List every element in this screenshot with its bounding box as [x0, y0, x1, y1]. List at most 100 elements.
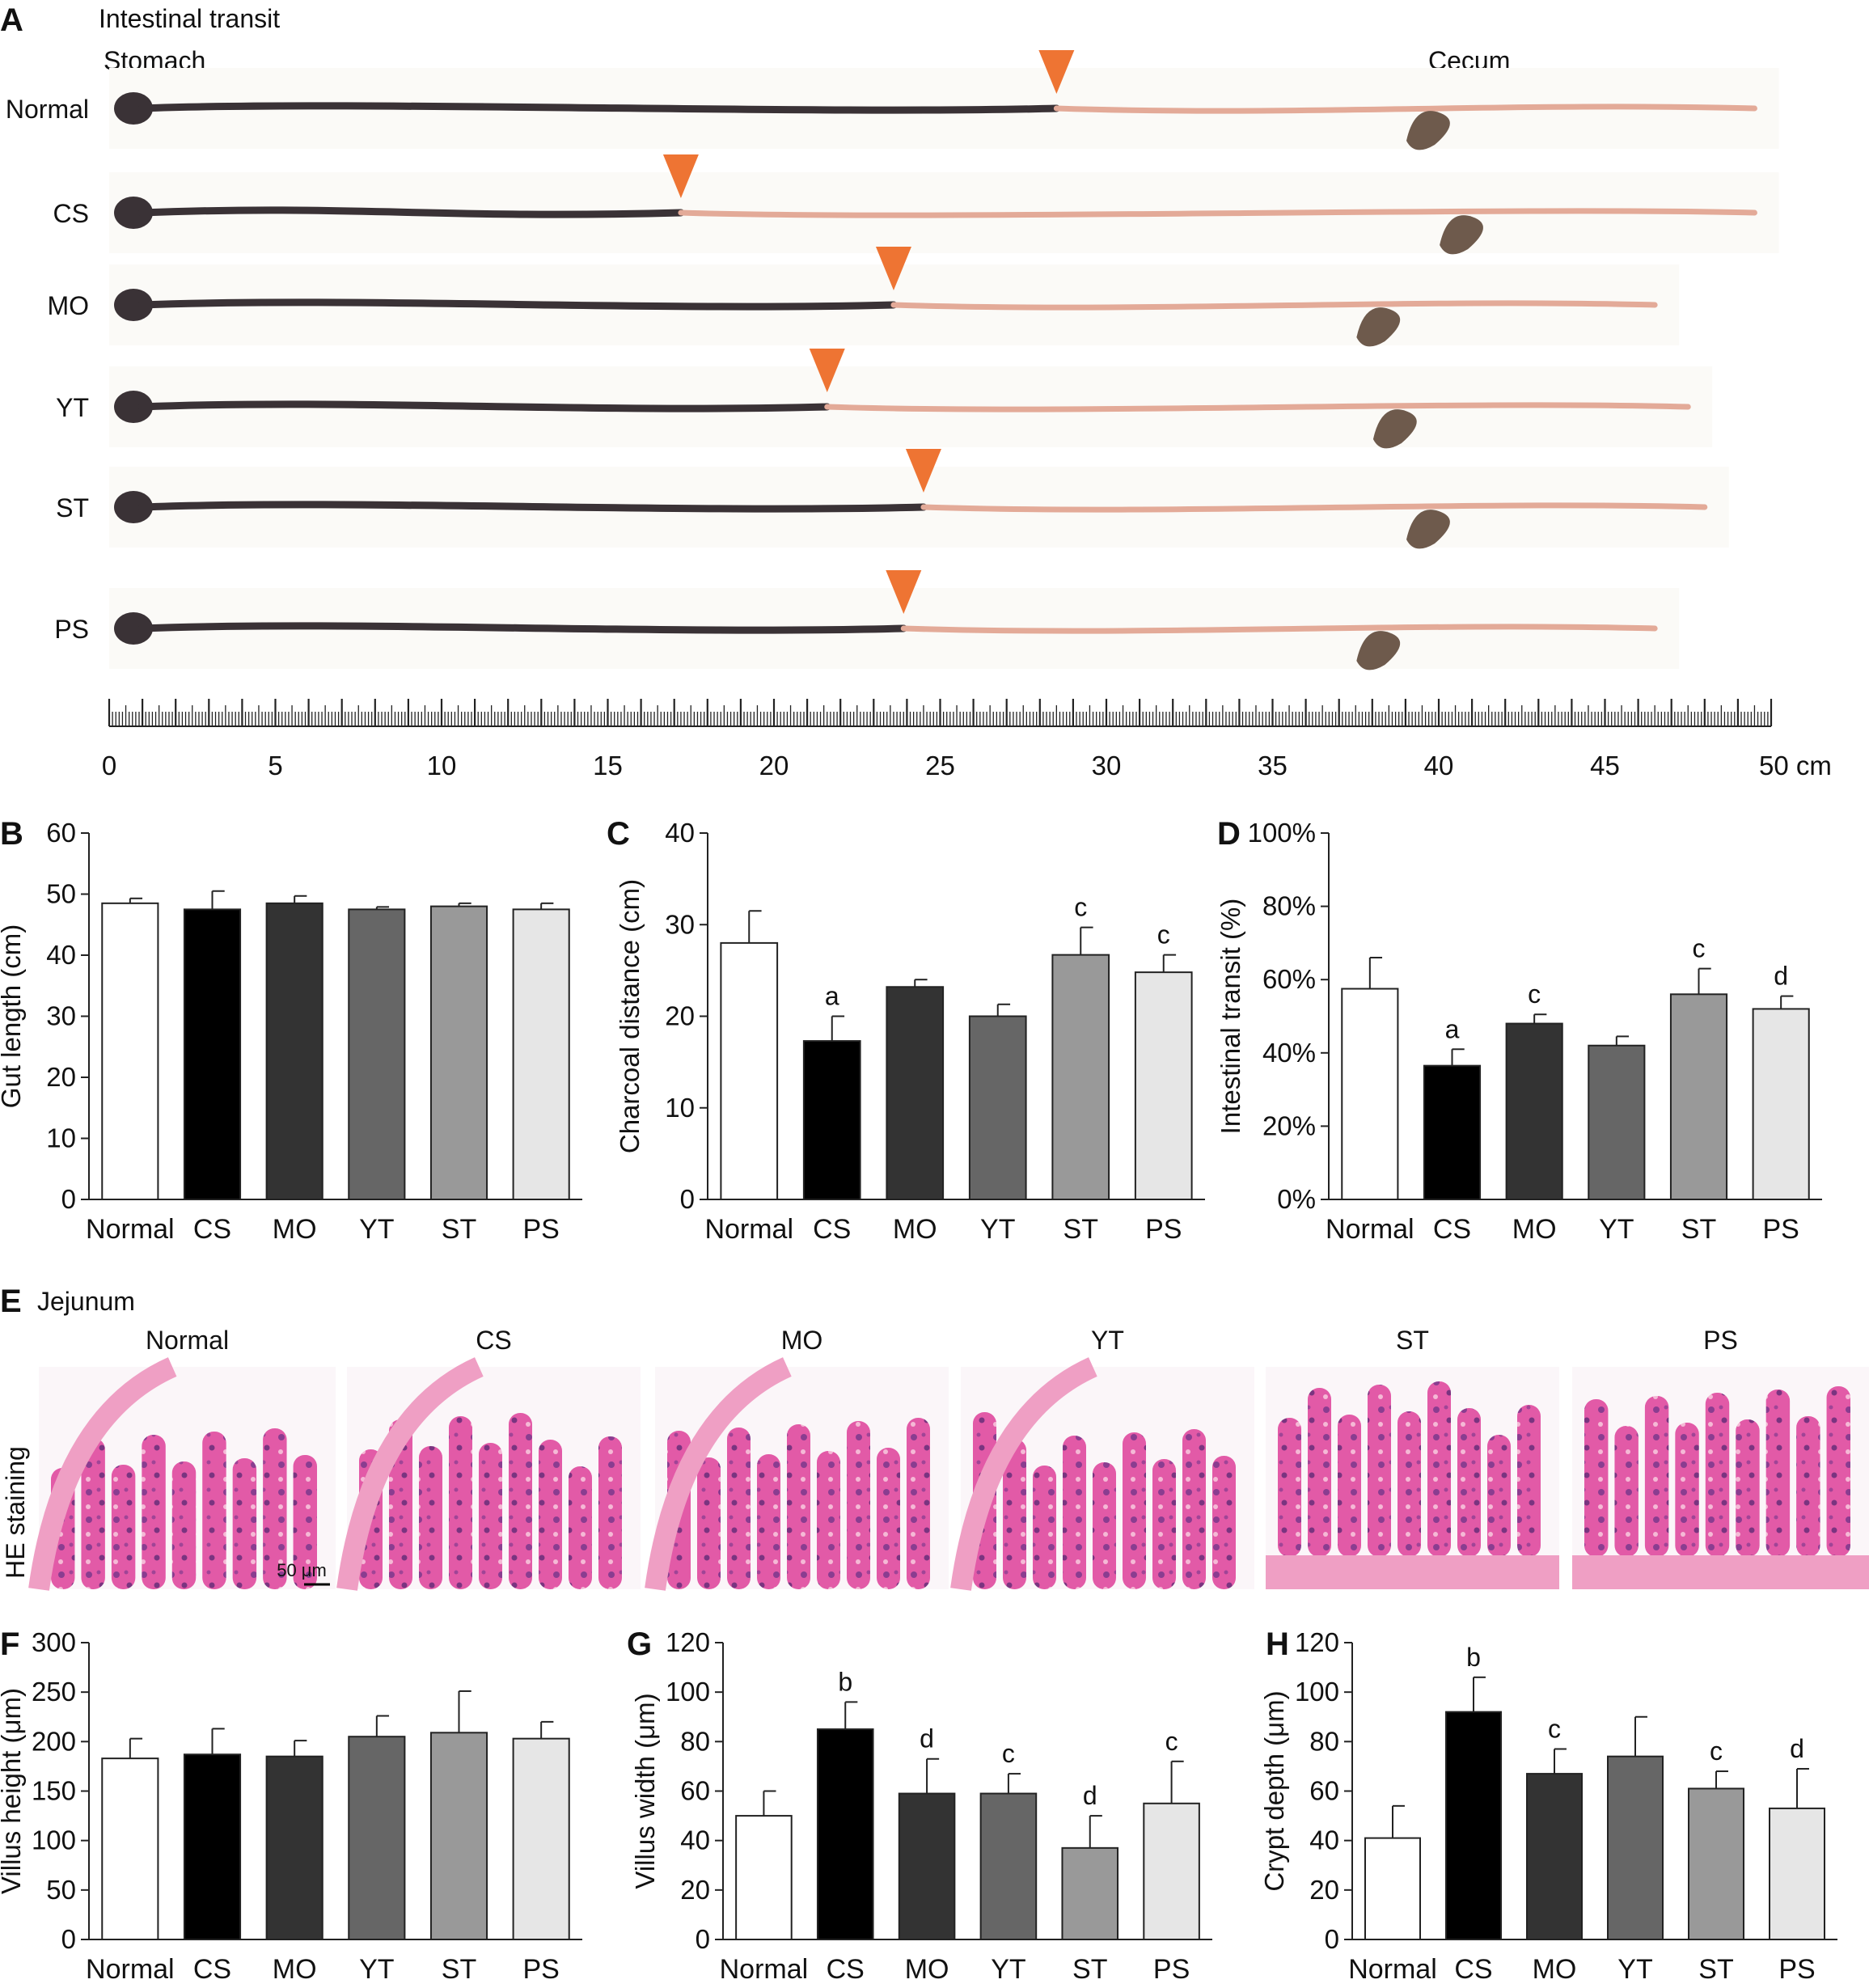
villus-shape	[1736, 1419, 1760, 1557]
significance-label: c	[1710, 1736, 1723, 1766]
y-tick-label: 20	[1309, 1875, 1339, 1905]
significance-label: d	[1083, 1781, 1097, 1810]
y-tick-label: 20	[46, 1062, 76, 1092]
x-tick-label: Normal	[704, 1214, 793, 1245]
significance-label: b	[1466, 1643, 1481, 1672]
ruler-tick-label: 30	[1092, 751, 1122, 780]
panel-e-title: Jejunum	[37, 1287, 135, 1316]
villus-shape	[1152, 1459, 1176, 1589]
ruler-tick-label: 45	[1590, 751, 1620, 780]
villus-shape	[727, 1428, 751, 1589]
cecum-shape	[1406, 510, 1450, 549]
x-tick-label: Normal	[1326, 1214, 1414, 1245]
bar-ps	[1143, 1802, 1200, 1941]
cecum-shape	[1356, 631, 1401, 670]
transit-arrow-icon	[662, 154, 699, 198]
x-tick-label: YT	[359, 1954, 394, 1985]
bar-cs	[816, 1728, 874, 1941]
villus-shape	[847, 1421, 870, 1589]
y-tick-label: 10	[665, 1093, 695, 1123]
villus-shape	[1033, 1466, 1056, 1589]
bar-normal	[101, 1757, 159, 1940]
y-tick-label: 120	[666, 1627, 710, 1657]
villus-shape	[1063, 1436, 1086, 1589]
villus-shape	[1368, 1385, 1391, 1557]
x-tick-label: ST	[1681, 1214, 1716, 1245]
y-tick-label: 50	[46, 879, 76, 909]
villus-shape	[1796, 1416, 1820, 1557]
x-tick-label: PS	[1145, 1214, 1182, 1245]
panel-letter: D	[1217, 816, 1241, 852]
bar-yt	[1607, 1755, 1664, 1941]
bar-mo	[1526, 1773, 1583, 1940]
bar-st	[429, 1732, 488, 1940]
y-tick-label: 0	[680, 1184, 695, 1214]
villus-shape	[569, 1466, 592, 1589]
panel-e: E Jejunum HE staining Normal CS MO YT ST PS 50…	[0, 1284, 1869, 1591]
x-tick-label: CS	[193, 1954, 231, 1985]
bar-cs	[183, 908, 242, 1200]
chart-villus-height: F 0 50 100 150 200 250 300 Villus height (μm) Nor…	[0, 1626, 582, 1985]
villus-shape	[1487, 1435, 1511, 1557]
x-tick-label: Normal	[1348, 1954, 1437, 1985]
y-axis-label: Crypt depth (μm)	[1259, 1690, 1289, 1891]
villus-shape	[757, 1454, 780, 1589]
ruler-tick-label: 25	[925, 751, 955, 780]
gut-row-mo: MO	[47, 247, 1680, 347]
muscle-layer	[336, 1357, 484, 1591]
villus-shape	[877, 1448, 900, 1589]
x-tick-label: ST	[1072, 1954, 1107, 1985]
histology-tile-ps: PS	[1572, 1326, 1869, 1589]
villus-shape	[1517, 1405, 1541, 1557]
villus-shape	[1427, 1381, 1451, 1557]
bar-normal	[735, 1815, 793, 1940]
villus-shape	[1826, 1386, 1850, 1557]
ruler-tick-label: 0	[102, 751, 116, 780]
gut-row-label: Normal	[6, 95, 89, 124]
villus-shape	[907, 1418, 930, 1589]
bar-normal	[720, 941, 779, 1201]
villus-shape	[1614, 1426, 1639, 1557]
gut-charcoal-segment	[137, 298, 898, 311]
villus-shape	[1003, 1439, 1026, 1589]
cecum-shape	[1440, 215, 1483, 255]
villus-shape	[81, 1438, 105, 1589]
significance-label: c	[1548, 1715, 1561, 1744]
y-tick-label: 0%	[1277, 1184, 1316, 1214]
y-tick-label: 200	[32, 1726, 76, 1756]
x-tick-label: MO	[905, 1954, 949, 1985]
villus-shape	[1182, 1429, 1206, 1589]
y-tick-label: 100	[1295, 1677, 1339, 1707]
y-tick-label: 10	[46, 1123, 76, 1153]
gut-charcoal-segment	[137, 622, 907, 634]
panel-letter: F	[0, 1626, 19, 1662]
bar-mo	[886, 986, 945, 1200]
significance-label: c	[1693, 934, 1706, 963]
y-tick-label: 120	[1295, 1627, 1339, 1657]
x-tick-label: PS	[522, 1214, 559, 1245]
bar-mo	[265, 902, 323, 1200]
significance-label: c	[1165, 1727, 1178, 1756]
bar-ps	[512, 1737, 570, 1940]
bar-yt	[979, 1792, 1038, 1941]
bar-normal	[1364, 1837, 1421, 1941]
muscle-layer	[1572, 1555, 1869, 1589]
y-tick-label: 80%	[1262, 891, 1316, 921]
ruler-tick-label: 20	[759, 751, 789, 780]
villus-shape	[449, 1416, 472, 1589]
bar-st	[1061, 1846, 1119, 1940]
y-tick-label: 40	[665, 818, 695, 848]
villus-shape	[1093, 1462, 1116, 1589]
muscle-layer	[1266, 1555, 1559, 1589]
ruler-tick-label: 35	[1258, 751, 1288, 780]
histology-column-label: ST	[1396, 1326, 1429, 1355]
bar-cs	[1445, 1711, 1502, 1940]
x-tick-label: CS	[813, 1214, 851, 1245]
villus-shape	[1765, 1389, 1791, 1557]
bar-ps	[1134, 971, 1193, 1200]
bar-normal	[1341, 988, 1399, 1201]
gut-empty-segment	[890, 300, 1658, 311]
y-tick-label: 0	[696, 1924, 710, 1954]
histology-column-label: MO	[781, 1326, 823, 1355]
villus-shape	[1123, 1432, 1146, 1589]
